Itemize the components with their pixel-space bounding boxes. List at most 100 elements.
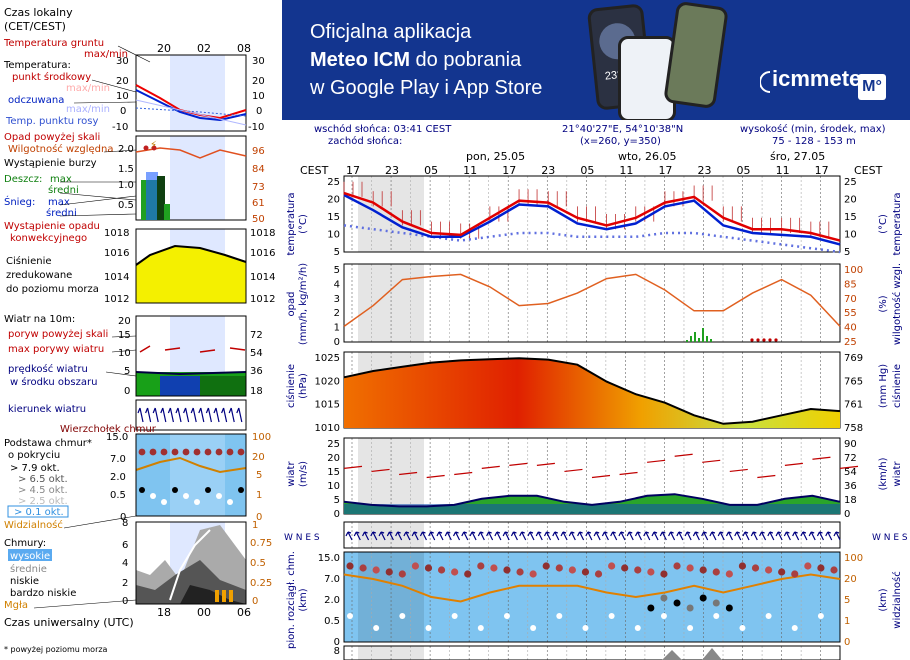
rh-tick: 100: [844, 265, 863, 276]
precip-tick: 0: [334, 337, 340, 348]
vis-tick: 5: [844, 595, 850, 606]
pressure-tick: 1025: [315, 353, 340, 364]
convective-dot: [768, 338, 772, 342]
legend-temp-tick-0: 30: [116, 56, 129, 67]
cloud-top-dot: [699, 566, 707, 574]
gust-segment: [536, 462, 555, 466]
elevation-label: wysokość (min, środek, max): [740, 123, 886, 135]
legend-temp-tick-r3: 0: [256, 106, 262, 117]
wind-arrow-icon: [808, 531, 816, 541]
wind-arrow-icon: [205, 407, 212, 423]
wind-arrow-icon: [183, 407, 190, 423]
legend-cloud-base-dot: [205, 487, 211, 493]
wind-arrow-icon: [643, 531, 651, 541]
precip-axis-right: wilgotność wzgl.: [891, 263, 903, 345]
legend-temp-tick-r4: -10: [248, 122, 264, 133]
cloud-base-dot: [425, 625, 432, 631]
visibility-line: [343, 573, 841, 603]
legend-wind-tick-r2: 36: [250, 366, 263, 377]
cloud-top-dot: [568, 566, 576, 574]
legend-connectors: [33, 45, 151, 609]
rh-tick: 70: [844, 294, 857, 305]
banner-line-2-rest: do pobrania: [410, 49, 522, 71]
mmhg-tick: 758: [844, 423, 863, 434]
winddir-compass-right: W N E S: [872, 533, 908, 543]
legend-cloud-top-dot: [160, 448, 168, 456]
temperature-line: [343, 191, 841, 242]
legend-cl-tick-r1: 0.75: [250, 538, 272, 549]
legend-pressure-3: do poziomu morza: [6, 284, 99, 295]
cloud-base-dot: [347, 613, 353, 619]
legend-precip-tick-3: 0.5: [118, 200, 134, 211]
wind-arrow-icon: [825, 531, 833, 541]
cloud-top-dot: [778, 568, 786, 576]
cover-tick: 8: [334, 646, 340, 657]
convective-dot: [762, 338, 766, 342]
cloud-tick: 0: [334, 637, 340, 648]
cloud-top-dot: [764, 566, 773, 574]
cloud-base-dark-dot: [686, 604, 694, 612]
legend-mini-clouds: 8 6 4 2 0 1 0.75 0.5 0.25 0: [122, 518, 272, 607]
phone-image-right: [663, 0, 729, 110]
cloud-top-dot: [581, 568, 590, 576]
cloud-base-dot: [765, 613, 772, 619]
legend-rain-max: max: [50, 174, 72, 185]
legend-cb-tick-3: 0.5: [110, 490, 126, 501]
legend-tz-title: Czas lokalny: [4, 6, 73, 19]
hour-label: 05: [737, 164, 751, 177]
panel-frame-cloud: [343, 551, 841, 643]
cloud-top-dot: [594, 570, 603, 578]
gust-segment: [757, 474, 776, 479]
wind-arrow-icon: [221, 407, 228, 423]
cloud-base-dot: [608, 613, 615, 619]
legend-rh-tick-2: 73: [252, 182, 265, 193]
hour-labels: 17 23 05 11 17 23 05 11 17 23 05 11 17: [346, 164, 829, 177]
vis-tick: 0: [844, 637, 850, 648]
wind-arrow-icon: [477, 531, 485, 541]
rain-bar: [686, 340, 688, 342]
legend-cl-tick-1: 6: [122, 540, 128, 551]
legend-okt-5: > 0.1 okt.: [14, 507, 64, 518]
kmh-tick: 90: [844, 439, 857, 450]
legend-cb-tick-4: 0: [120, 512, 126, 523]
legend-gust: max porywy wiatru: [8, 344, 104, 355]
legend-cl-tick-r0: 1: [252, 520, 258, 531]
legend-cl-tick-0: 8: [122, 518, 128, 529]
wind-unit-left: (m/s): [298, 461, 309, 487]
cloud-base-dark-dot: [725, 604, 733, 612]
legend-cl-tick-r3: 0.25: [250, 578, 272, 589]
legend-temp-tick-3: 0: [120, 106, 126, 117]
hour-label: 17: [658, 164, 672, 177]
legend-cl-tick-r4: 0: [252, 596, 258, 607]
legend-cb-tick-1: 7.0: [110, 454, 126, 465]
hour-label: 05: [580, 164, 594, 177]
legend-vis-tick-1: 20: [252, 452, 265, 463]
legend-cb-tick-0: 15.0: [106, 432, 128, 443]
kmh-tick: 18: [844, 495, 857, 506]
wind-arrow-icon: [626, 531, 634, 541]
wind-tick: 25: [327, 439, 340, 450]
wind-arrow-icon: [386, 531, 394, 541]
mmhg-tick: 761: [844, 400, 863, 411]
wind-arrow-icon: [560, 531, 568, 541]
cloud-top-dot: [712, 568, 720, 576]
app-banner[interactable]: Oficjalna aplikacja Meteo ICM do pobrani…: [282, 0, 910, 120]
hour-label: 11: [619, 164, 633, 177]
gust-segment: [839, 465, 859, 469]
wind-arrow-icon: [145, 407, 152, 423]
legend-cloud-top-dot: [182, 448, 190, 456]
cloud-top-dot: [451, 568, 459, 576]
legend-cloud-top-dot: [237, 448, 245, 456]
wind-arrow-icon: [486, 531, 494, 541]
cloud-top-dot: [751, 564, 760, 572]
cloud-top-dot: [555, 564, 563, 572]
cloud-top-dot: [411, 562, 420, 570]
legend-clouds-title: Chmury:: [4, 538, 46, 549]
legend-cloud-base-dot: [183, 493, 189, 499]
wind-arrow-icon: [668, 531, 676, 541]
legend-soil-maxmin: max/min: [84, 49, 128, 60]
precip-tick: 2: [334, 308, 340, 319]
vis-tick: 20: [844, 574, 857, 585]
rh-tick: 55: [844, 308, 857, 319]
wind-unit-right: (km/h): [878, 457, 889, 490]
